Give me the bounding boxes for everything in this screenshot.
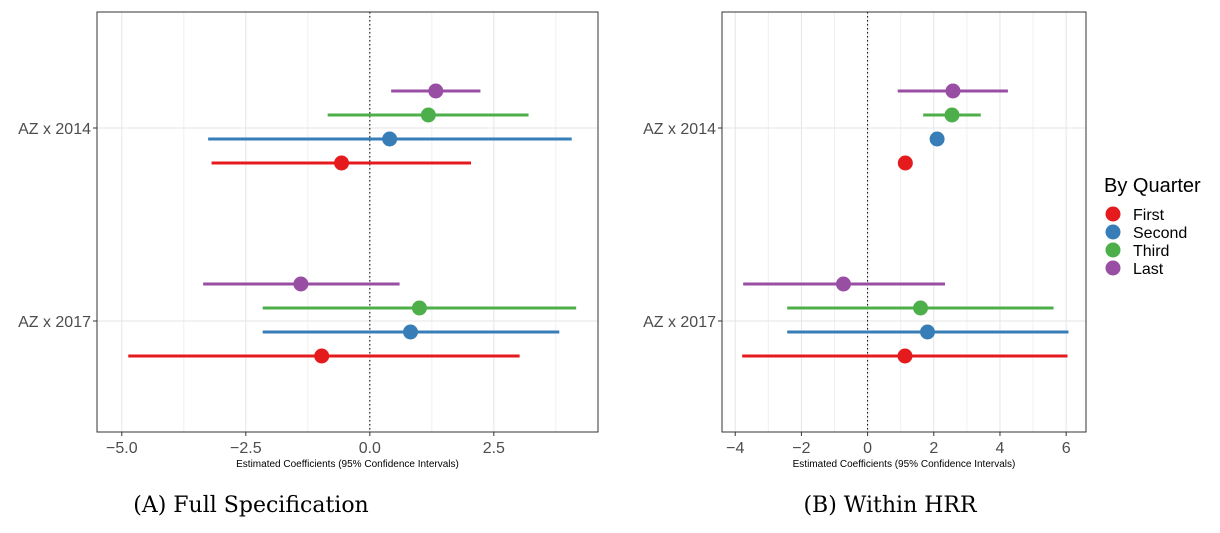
- x-tick-label: 0: [863, 440, 872, 457]
- point-last: [945, 83, 961, 99]
- x-tick-label: 2: [929, 440, 938, 457]
- x-tick-label: −4: [726, 440, 744, 457]
- point-third: [913, 300, 929, 316]
- legend-key-first: [1105, 206, 1121, 222]
- point-first: [897, 348, 913, 364]
- legend-label-second: Second: [1133, 225, 1187, 242]
- y-tick-label: AZ x 2017: [643, 314, 716, 331]
- point-third: [411, 300, 427, 316]
- point-last: [428, 83, 444, 99]
- legend-key-third: [1105, 242, 1121, 258]
- x-axis-title: Estimated Coefficients (95% Confidence I…: [793, 459, 1016, 470]
- caption-a: (A) Full Specification: [133, 493, 368, 518]
- point-last: [293, 276, 309, 292]
- point-first: [897, 155, 913, 171]
- x-tick-label: −5.0: [106, 440, 138, 457]
- x-tick-label: −2: [792, 440, 810, 457]
- point-third: [420, 107, 436, 123]
- point-second: [402, 324, 418, 340]
- point-first: [334, 155, 350, 171]
- y-tick-label: AZ x 2017: [18, 314, 91, 331]
- point-third: [944, 107, 960, 123]
- panel-border: [721, 11, 1087, 433]
- point-second: [929, 131, 945, 147]
- legend-label-third: Third: [1133, 243, 1169, 260]
- y-tick-label: AZ x 2014: [18, 121, 91, 138]
- x-tick-label: 6: [1062, 440, 1071, 457]
- point-second: [382, 131, 398, 147]
- legend-title: By Quarter: [1104, 175, 1201, 197]
- x-tick-label: −2.5: [230, 440, 262, 457]
- x-tick-label: 4: [996, 440, 1005, 457]
- point-last: [835, 276, 851, 292]
- panel-a: −5.0 −2.5 0.0 2.5 AZ x 2014 AZ x 2017 Estimate…: [18, 11, 599, 470]
- x-tick-label: 0.0: [359, 440, 381, 457]
- x-axis-title: Estimated Coefficients (95% Confidence I…: [236, 459, 459, 470]
- legend-label-first: First: [1133, 207, 1165, 224]
- legend-key-second: [1105, 224, 1121, 240]
- y-tick-label: AZ x 2014: [643, 121, 716, 138]
- x-tick-label: 2.5: [483, 440, 505, 457]
- point-second: [919, 324, 935, 340]
- legend-key-last: [1105, 260, 1121, 276]
- point-first: [314, 348, 330, 364]
- panel-b: −4 −2 0 2 4 6 AZ x 2014 AZ x 2017 Estimated Coef…: [643, 11, 1087, 470]
- panel-border: [96, 11, 599, 433]
- caption-b: (B) Within HRR: [803, 493, 978, 518]
- legend-label-last: Last: [1133, 261, 1164, 278]
